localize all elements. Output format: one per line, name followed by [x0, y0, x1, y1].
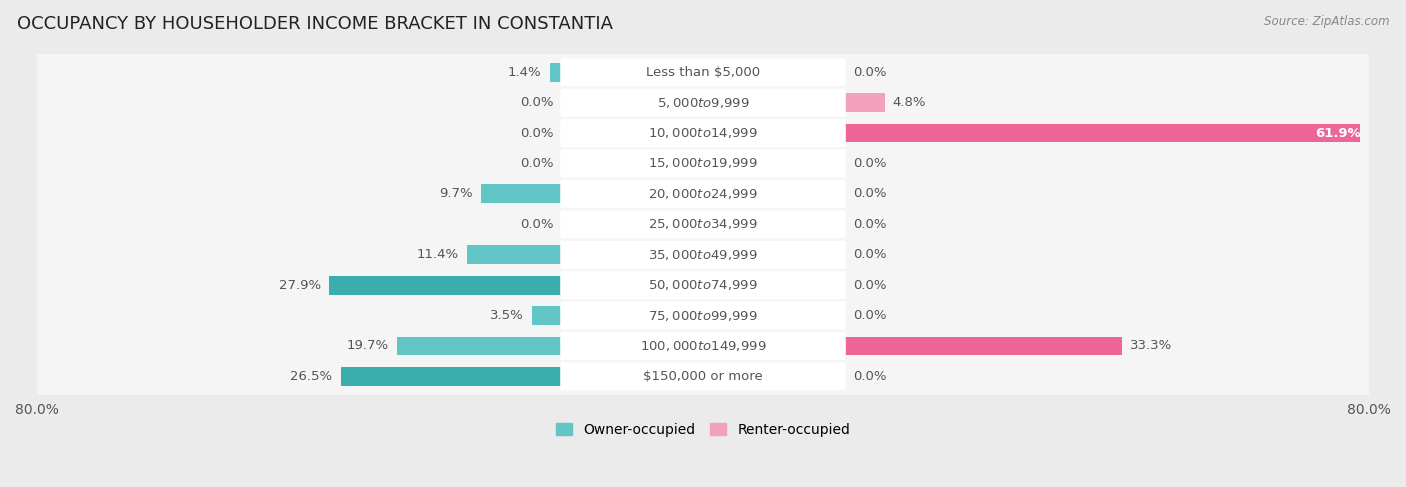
Text: Source: ZipAtlas.com: Source: ZipAtlas.com [1264, 15, 1389, 28]
FancyBboxPatch shape [560, 180, 846, 208]
FancyBboxPatch shape [560, 89, 846, 116]
Text: 0.0%: 0.0% [853, 218, 886, 231]
FancyBboxPatch shape [18, 353, 1388, 400]
Text: $75,000 to $99,999: $75,000 to $99,999 [648, 309, 758, 322]
Text: 0.0%: 0.0% [853, 370, 886, 383]
Text: 0.0%: 0.0% [853, 279, 886, 292]
FancyBboxPatch shape [18, 79, 1388, 126]
Bar [703, 245, 845, 264]
Text: 0.0%: 0.0% [520, 127, 553, 140]
Text: $150,000 or more: $150,000 or more [643, 370, 763, 383]
Text: OCCUPANCY BY HOUSEHOLDER INCOME BRACKET IN CONSTANTIA: OCCUPANCY BY HOUSEHOLDER INCOME BRACKET … [17, 15, 613, 33]
FancyBboxPatch shape [18, 262, 1388, 309]
FancyBboxPatch shape [560, 150, 846, 177]
Bar [561, 215, 703, 234]
Text: 0.0%: 0.0% [853, 66, 886, 79]
Text: 3.5%: 3.5% [491, 309, 524, 322]
FancyBboxPatch shape [560, 332, 846, 360]
FancyBboxPatch shape [18, 49, 1388, 96]
FancyBboxPatch shape [18, 322, 1388, 370]
FancyBboxPatch shape [560, 271, 846, 299]
Text: 0.0%: 0.0% [853, 187, 886, 200]
FancyBboxPatch shape [18, 231, 1388, 279]
Bar [703, 124, 1360, 143]
FancyBboxPatch shape [18, 292, 1388, 339]
Bar [703, 276, 845, 295]
Text: $100,000 to $149,999: $100,000 to $149,999 [640, 339, 766, 353]
FancyBboxPatch shape [18, 140, 1388, 187]
FancyBboxPatch shape [560, 58, 846, 86]
Bar [703, 367, 845, 386]
Bar [467, 245, 703, 264]
Bar [561, 124, 703, 143]
Bar [703, 63, 845, 82]
Text: 4.8%: 4.8% [893, 96, 927, 109]
Bar [340, 367, 703, 386]
FancyBboxPatch shape [560, 241, 846, 269]
Text: 1.4%: 1.4% [508, 66, 541, 79]
Bar [398, 337, 703, 356]
Bar [329, 276, 703, 295]
Bar [481, 185, 703, 203]
Text: $5,000 to $9,999: $5,000 to $9,999 [657, 95, 749, 110]
Bar [703, 185, 845, 203]
FancyBboxPatch shape [18, 170, 1388, 218]
Text: 27.9%: 27.9% [278, 279, 321, 292]
Text: 61.9%: 61.9% [1315, 127, 1361, 140]
Text: 9.7%: 9.7% [439, 187, 472, 200]
FancyBboxPatch shape [18, 109, 1388, 157]
Text: 0.0%: 0.0% [853, 248, 886, 261]
Text: $20,000 to $24,999: $20,000 to $24,999 [648, 187, 758, 201]
Text: 26.5%: 26.5% [291, 370, 332, 383]
Text: 0.0%: 0.0% [853, 157, 886, 170]
Bar [703, 215, 845, 234]
FancyBboxPatch shape [18, 201, 1388, 248]
Text: $50,000 to $74,999: $50,000 to $74,999 [648, 278, 758, 292]
Text: 11.4%: 11.4% [416, 248, 458, 261]
Bar [703, 93, 884, 112]
Bar [550, 63, 703, 82]
Text: $15,000 to $19,999: $15,000 to $19,999 [648, 156, 758, 170]
Text: 0.0%: 0.0% [520, 218, 553, 231]
Bar [703, 337, 1122, 356]
FancyBboxPatch shape [560, 362, 846, 391]
Bar [533, 306, 703, 325]
Legend: Owner-occupied, Renter-occupied: Owner-occupied, Renter-occupied [550, 417, 856, 442]
Text: Less than $5,000: Less than $5,000 [645, 66, 761, 79]
Bar [703, 306, 845, 325]
Text: $25,000 to $34,999: $25,000 to $34,999 [648, 217, 758, 231]
Text: 0.0%: 0.0% [520, 157, 553, 170]
Text: 19.7%: 19.7% [347, 339, 389, 353]
Text: $35,000 to $49,999: $35,000 to $49,999 [648, 248, 758, 262]
Text: 0.0%: 0.0% [520, 96, 553, 109]
FancyBboxPatch shape [560, 210, 846, 238]
FancyBboxPatch shape [560, 119, 846, 147]
FancyBboxPatch shape [560, 301, 846, 330]
Text: 33.3%: 33.3% [1130, 339, 1173, 353]
Bar [561, 93, 703, 112]
Text: 0.0%: 0.0% [853, 309, 886, 322]
Bar [561, 154, 703, 173]
Bar [703, 154, 845, 173]
Text: $10,000 to $14,999: $10,000 to $14,999 [648, 126, 758, 140]
